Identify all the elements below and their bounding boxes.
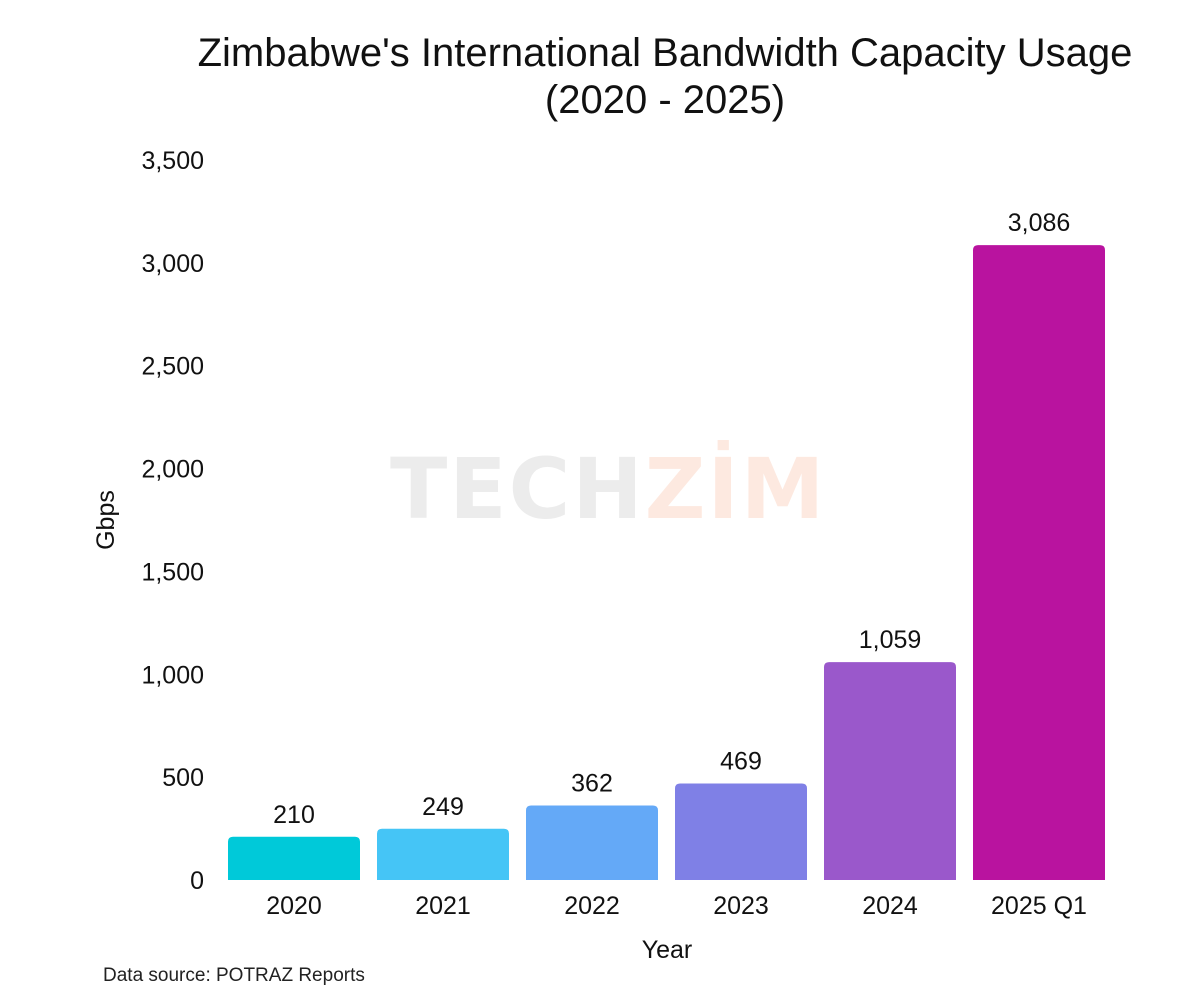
- y-tick-label: 2,000: [141, 456, 204, 484]
- bar-2020: [228, 836, 360, 880]
- data-label: 469: [720, 748, 762, 776]
- bar-2023: [675, 783, 807, 880]
- data-label: 3,086: [1008, 209, 1071, 237]
- techzim-watermark: TECHZİM: [390, 440, 827, 538]
- x-tick-label: 2024: [862, 892, 918, 920]
- y-tick-label: 1,000: [141, 661, 204, 689]
- data-source-note: Data source: POTRAZ Reports: [103, 965, 365, 986]
- y-tick-label: 0: [190, 867, 204, 895]
- y-tick-label: 3,500: [141, 147, 204, 175]
- y-axis-label: Gbps: [92, 490, 120, 550]
- y-tick-label: 1,500: [141, 558, 204, 586]
- y-tick-label: 500: [162, 764, 204, 792]
- data-label: 210: [273, 801, 315, 829]
- x-tick-label: 2021: [415, 892, 471, 920]
- x-tick-label: 2023: [713, 892, 769, 920]
- data-label: 249: [422, 793, 464, 821]
- x-tick-label: 2022: [564, 892, 620, 920]
- y-tick-label: 3,000: [141, 250, 204, 278]
- data-label: 1,059: [859, 626, 922, 654]
- x-tick-label: 2025 Q1: [991, 892, 1087, 920]
- bar-2025-Q1: [973, 245, 1105, 880]
- x-tick-label: 2020: [266, 892, 322, 920]
- bar-2021: [377, 828, 509, 880]
- chart-title: Zimbabwe's International Bandwidth Capac…: [197, 31, 1133, 122]
- y-tick-label: 2,500: [141, 353, 204, 381]
- bar-2022: [526, 805, 658, 880]
- bar-2024: [824, 662, 956, 880]
- data-label: 362: [571, 770, 613, 798]
- x-axis-label: Year: [642, 936, 693, 964]
